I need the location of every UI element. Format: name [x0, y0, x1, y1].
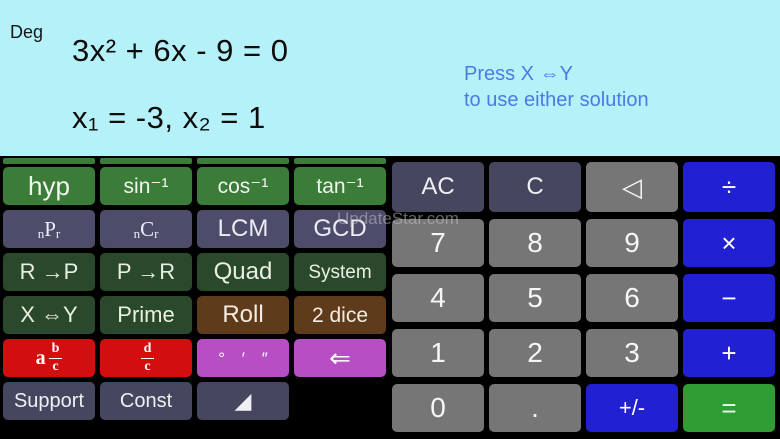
backspace-icon: ◁	[622, 172, 642, 202]
button-subtract[interactable]: −	[683, 274, 775, 322]
button-x-swap-y[interactable]: X ⇔Y	[3, 296, 95, 334]
button-dot[interactable]: .	[489, 384, 581, 432]
hint-text: Press X ⇔Y to use either solution	[464, 61, 649, 113]
empty-cell	[294, 382, 386, 420]
partial-button-row	[3, 158, 386, 164]
calculator-display: Deg 3x² + 6x - 9 = 0 x₁ = -3, x₂ = 1 Pre…	[0, 0, 780, 156]
button-hyp[interactable]: hyp	[3, 167, 95, 205]
corner-triangle-icon: ◢	[234, 388, 252, 413]
abc-fraction-stack: b c	[48, 341, 63, 374]
dc-denominator: c	[144, 358, 151, 374]
solution-text: x₁ = -3, x₂ = 1	[72, 100, 266, 135]
button-quad[interactable]: Quad	[197, 253, 289, 291]
button-divide[interactable]: ÷	[683, 162, 775, 212]
button-gcd[interactable]: GCD	[294, 210, 386, 248]
ncr-subscript-n: n	[133, 225, 141, 241]
button-corner-triangle[interactable]: ◢	[197, 382, 289, 420]
button-0[interactable]: 0	[392, 384, 484, 432]
button-rect-to-polar[interactable]: R →P	[3, 253, 95, 291]
partial-button[interactable]	[100, 158, 192, 164]
button-8[interactable]: 8	[489, 219, 581, 267]
button-const[interactable]: Const	[100, 382, 192, 420]
button-5[interactable]: 5	[489, 274, 581, 322]
button-cos-inverse[interactable]: cos⁻¹	[197, 167, 289, 205]
button-prime[interactable]: Prime	[100, 296, 192, 334]
button-1[interactable]: 1	[392, 329, 484, 377]
button-c[interactable]: C	[489, 162, 581, 212]
button-system[interactable]: System	[294, 253, 386, 291]
button-dc-fraction[interactable]: d c	[100, 339, 192, 377]
button-3[interactable]: 3	[586, 329, 678, 377]
button-polar-to-rect[interactable]: P →R	[100, 253, 192, 291]
button-plusminus[interactable]: +/-	[586, 384, 678, 432]
partial-button[interactable]	[3, 158, 95, 164]
button-tan-inverse[interactable]: tan⁻¹	[294, 167, 386, 205]
ncr-letter-c: C	[140, 216, 155, 241]
button-lcm[interactable]: LCM	[197, 210, 289, 248]
angle-mode-label: Deg	[10, 22, 44, 42]
button-backspace[interactable]: ◁	[586, 162, 678, 212]
button-4[interactable]: 4	[392, 274, 484, 322]
button-2[interactable]: 2	[489, 329, 581, 377]
npr-letter-p: P	[44, 216, 56, 241]
equation-text: 3x² + 6x - 9 = 0	[72, 33, 289, 68]
button-ac[interactable]: AC	[392, 162, 484, 212]
partial-button[interactable]	[294, 158, 386, 164]
hint-line-2: to use either solution	[464, 89, 649, 111]
ncr-subscript-r: r	[154, 225, 159, 241]
button-9[interactable]: 9	[586, 219, 678, 267]
numeric-keypad: AC C ◁ ÷ 7 8 9 × 4 5 6 − 1 2 3 + 0 . +/-…	[392, 162, 775, 432]
dc-numerator: d	[140, 341, 155, 359]
button-2dice[interactable]: 2 dice	[294, 296, 386, 334]
abc-numerator: b	[48, 341, 63, 359]
npr-subscript-r: r	[55, 225, 61, 241]
hint-line-1: Press X ⇔Y	[464, 63, 573, 85]
button-dms[interactable]: ° ′ ″	[197, 339, 289, 377]
button-add[interactable]: +	[683, 329, 775, 377]
button-roll[interactable]: Roll	[197, 296, 289, 334]
button-equals[interactable]: =	[683, 384, 775, 432]
abc-denominator: c	[52, 358, 59, 374]
button-support[interactable]: Support	[3, 382, 95, 420]
button-7[interactable]: 7	[392, 219, 484, 267]
button-sin-inverse[interactable]: sin⁻¹	[100, 167, 192, 205]
button-6[interactable]: 6	[586, 274, 678, 322]
partial-button[interactable]	[197, 158, 289, 164]
npr-subscript-n: n	[37, 225, 45, 241]
button-multiply[interactable]: ×	[683, 219, 775, 267]
button-back-arrow[interactable]: ⇐	[294, 339, 386, 377]
button-abc-fraction[interactable]: a b c	[3, 339, 95, 377]
abc-letter-a: a	[35, 347, 46, 369]
dc-fraction-stack: d c	[140, 341, 155, 374]
